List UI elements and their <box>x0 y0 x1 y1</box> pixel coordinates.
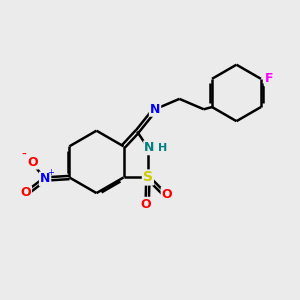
Text: N: N <box>150 103 160 116</box>
Text: N: N <box>40 172 50 185</box>
Text: O: O <box>27 155 38 169</box>
Text: O: O <box>20 186 31 200</box>
Text: H: H <box>158 143 168 153</box>
Text: O: O <box>140 198 151 211</box>
Text: +: + <box>47 168 54 177</box>
Text: S: S <box>143 170 153 184</box>
Text: -: - <box>21 148 26 162</box>
Text: O: O <box>162 188 172 201</box>
Text: N: N <box>144 141 154 154</box>
Text: F: F <box>265 72 273 85</box>
